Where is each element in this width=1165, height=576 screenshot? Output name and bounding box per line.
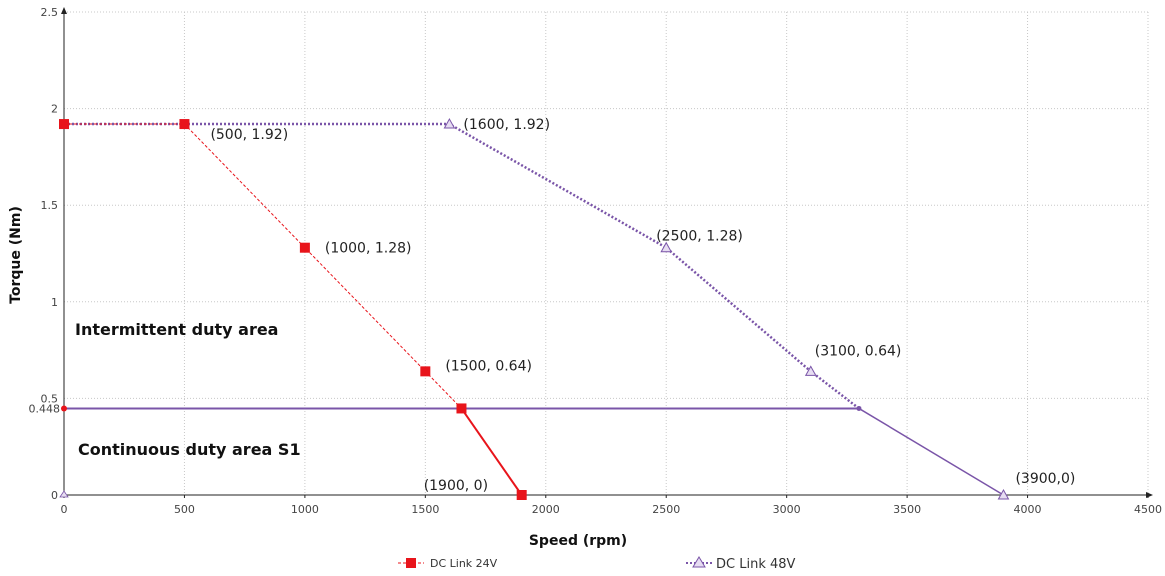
x-axis-title: Speed (rpm) bbox=[529, 533, 627, 549]
point-label: (3900,0) bbox=[1015, 471, 1075, 487]
marker-48v-origin bbox=[59, 490, 69, 498]
continuous-24v-tail bbox=[460, 407, 523, 496]
marker-24v bbox=[59, 119, 69, 130]
intermittent-area-label: Intermittent duty area bbox=[75, 320, 278, 339]
point-label: (3100, 0.64) bbox=[815, 343, 902, 359]
continuous-line-end-dot bbox=[856, 405, 862, 411]
series-markers bbox=[59, 118, 1010, 500]
marker-48v bbox=[443, 118, 456, 129]
legend-label-24v: DC Link 24V bbox=[430, 557, 498, 570]
point-labels: (500, 1.92) (1000, 1.28) (1500, 0.64) (1900… bbox=[210, 117, 1075, 494]
y-tick-label-extra: 0.448 bbox=[29, 402, 61, 415]
tick-labels: 0 500 1000 1500 2000 2500 3000 3500 4000 4500 0 0.5… bbox=[29, 6, 1163, 516]
marker-48v bbox=[660, 241, 673, 253]
point-label: (2500, 1.28) bbox=[656, 229, 743, 245]
x-tick-label: 4000 bbox=[1014, 503, 1042, 516]
x-tick-label: 3000 bbox=[773, 503, 801, 516]
x-tick-label: 2500 bbox=[652, 503, 680, 516]
y-tick-label: 2.5 bbox=[41, 6, 59, 19]
point-label: (1600, 1.92) bbox=[463, 117, 550, 133]
y-tick-label: 0.5 bbox=[41, 392, 59, 405]
continuous-area-label: Continuous duty area S1 bbox=[78, 440, 301, 459]
legend: DC Link 24V DC Link 48V bbox=[398, 556, 796, 572]
x-tick-label: 0 bbox=[61, 503, 68, 516]
x-tick-label: 1500 bbox=[411, 503, 439, 516]
x-tick-label: 500 bbox=[174, 503, 195, 516]
y-tick-label: 1 bbox=[51, 296, 58, 309]
point-label: (1000, 1.28) bbox=[325, 241, 412, 257]
series-line-24v bbox=[64, 123, 462, 409]
marker-48v bbox=[997, 488, 1010, 500]
legend-triangle-marker-icon bbox=[692, 556, 706, 568]
x-tick-label: 4500 bbox=[1134, 503, 1162, 516]
point-label: (500, 1.92) bbox=[210, 127, 288, 143]
gridlines bbox=[64, 11, 1149, 495]
x-tick-label: 3500 bbox=[893, 503, 921, 516]
y-tick-label: 0 bbox=[51, 489, 58, 502]
legend-item-24v: DC Link 24V bbox=[398, 557, 498, 570]
legend-item-48v: DC Link 48V bbox=[686, 556, 796, 572]
marker-24v bbox=[179, 119, 190, 130]
x-axis-arrow-icon bbox=[1146, 492, 1153, 498]
point-label: (1500, 0.64) bbox=[445, 358, 532, 374]
y-axis-arrow-icon bbox=[61, 7, 67, 14]
marker-24v bbox=[420, 366, 431, 377]
point-label: (1900, 0) bbox=[424, 478, 488, 494]
continuous-line-start-dot bbox=[61, 405, 67, 412]
series-line-48v bbox=[64, 122, 860, 410]
y-tick-label: 2 bbox=[51, 103, 58, 116]
marker-48v bbox=[804, 365, 817, 376]
marker-24v bbox=[299, 242, 310, 253]
x-tick-label: 1000 bbox=[291, 503, 319, 516]
legend-square-marker-icon bbox=[406, 558, 416, 568]
marker-24v bbox=[516, 490, 527, 500]
y-axis-title: Torque (Nm) bbox=[8, 206, 24, 304]
marker-24v bbox=[456, 403, 467, 414]
axes bbox=[61, 7, 1153, 498]
x-tick-label: 2000 bbox=[532, 503, 560, 516]
legend-label-48v: DC Link 48V bbox=[716, 557, 796, 572]
y-tick-label: 1.5 bbox=[41, 199, 59, 212]
area-labels: Intermittent duty area Continuous duty ar… bbox=[75, 320, 301, 459]
continuous-48v-tail bbox=[858, 407, 1004, 496]
